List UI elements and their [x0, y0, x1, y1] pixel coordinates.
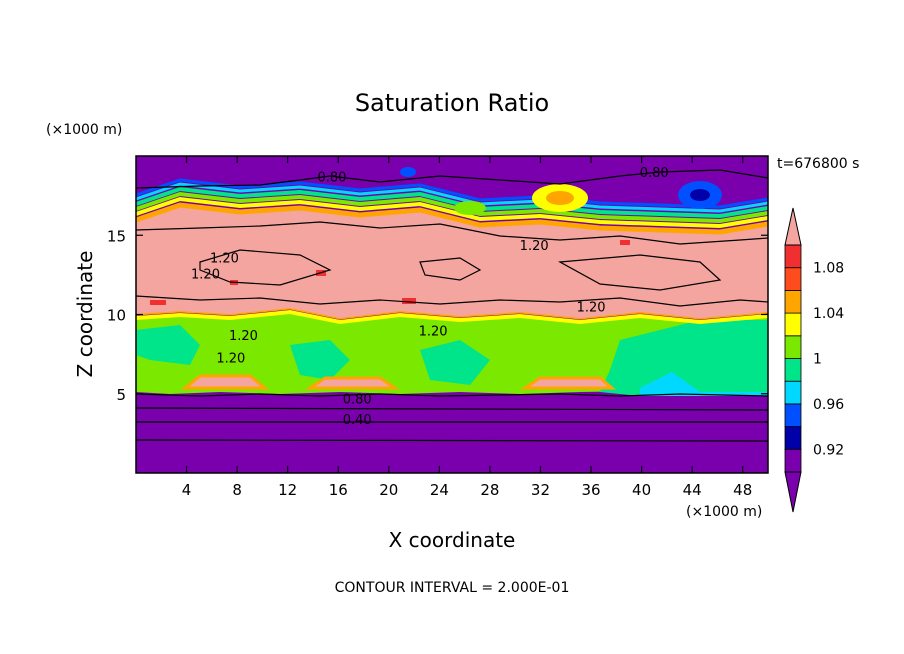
colorbar-band [784, 380, 802, 405]
field-yellow-rim [136, 309, 768, 325]
field-low-layer [136, 395, 768, 473]
chart-title: Saturation Ratio [355, 89, 549, 117]
contour-label: 1.20 [210, 251, 239, 266]
contour-label: 1.20 [520, 239, 549, 254]
contour-label: 1.20 [191, 267, 220, 282]
y-axis-ticks: 5 10 15 [107, 227, 768, 404]
colorbar-band [784, 312, 802, 337]
y-tick-label: 15 [107, 227, 126, 245]
plot-area [136, 156, 768, 473]
colorbar-band [784, 403, 802, 427]
colorbar-band [784, 448, 802, 473]
field-blob [400, 167, 416, 177]
field-blob [690, 189, 710, 201]
y-tick-label: 5 [116, 386, 126, 404]
colorbar-band [784, 244, 802, 269]
colorbar-label: 0.96 [813, 397, 844, 413]
colorbar-band [784, 426, 802, 450]
colorbar-label: 0.92 [813, 442, 844, 458]
x-axis-title: X coordinate [389, 528, 516, 552]
field-top-rim-orange [136, 202, 768, 235]
x-tick-label: 28 [480, 481, 499, 499]
field-red-cell [620, 240, 630, 245]
colorbar: 1.08 1.04 1 0.96 0.92 [784, 207, 844, 513]
field-red-cell [150, 300, 166, 305]
field-pocket [180, 374, 270, 390]
colorbar-band [784, 335, 802, 359]
field-pink-band [136, 205, 768, 318]
field-top-rim-cyan [136, 182, 768, 213]
contour-label: 0.80 [317, 171, 346, 186]
x-tick-label: 40 [632, 481, 651, 499]
field-teal-patch [136, 325, 200, 365]
contour-label: 0.40 [343, 413, 372, 428]
field-teal-patch [290, 340, 350, 380]
x-tick-label: 24 [430, 481, 449, 499]
field-teal-patch [600, 320, 768, 396]
field-top-rim-teal [136, 186, 768, 219]
x-tick-label: 32 [531, 481, 550, 499]
field-top-rim-green [136, 191, 768, 224]
time-label: t=676800 s [777, 156, 859, 172]
contour-interval-note: CONTOUR INTERVAL = 2.000E-01 [335, 580, 570, 596]
contour-labels: 0.80 0.801.201.201.201.201.201.201.200.80… [191, 166, 669, 428]
colorbar-label: 1 [813, 352, 822, 368]
colorbar-labels: 1.08 1.04 1 0.96 0.92 [813, 261, 844, 459]
field-teal-patch [420, 340, 490, 385]
x-tick-label: 8 [232, 481, 242, 499]
colorbar-bands [784, 244, 802, 473]
colorbar-band [784, 267, 802, 291]
contour-lines [136, 169, 768, 442]
x-tick-label: 12 [278, 481, 297, 499]
colorbar-label: 1.04 [813, 306, 844, 322]
contour-label: 1.20 [577, 301, 606, 316]
colorbar-band [784, 289, 802, 314]
contour-label: 0.80 [640, 166, 669, 181]
y-axis-unit: (×1000 m) [46, 122, 122, 138]
x-tick-label: 36 [581, 481, 600, 499]
field-top-rim-yellow [136, 196, 768, 229]
field-red-cell [402, 298, 416, 304]
field-blob [454, 201, 486, 215]
contour-label: 0.80 [343, 393, 372, 408]
colorbar-bottom-arrow [784, 471, 802, 513]
field-pocket [520, 376, 617, 390]
x-tick-label: 48 [733, 481, 752, 499]
x-tick-label: 4 [182, 481, 192, 499]
x-tick-label: 20 [379, 481, 398, 499]
x-axis-ticks: 4 8 12 16 20 24 28 32 36 40 44 48 [182, 156, 752, 499]
x-tick-label: 44 [683, 481, 702, 499]
contour-label: 1.20 [419, 324, 448, 339]
field-blue-edge [640, 372, 768, 396]
x-tick-label: 16 [329, 481, 348, 499]
contour-label: 1.20 [229, 329, 258, 344]
y-tick-label: 10 [107, 307, 126, 325]
field-pocket [305, 376, 400, 390]
contour-label: 1.20 [216, 351, 245, 366]
y-axis-title: Z coordinate [73, 251, 97, 378]
colorbar-band [784, 358, 802, 382]
field-blob [546, 191, 574, 205]
colorbar-label: 1.08 [813, 261, 844, 277]
x-axis-unit: (×1000 m) [686, 504, 762, 520]
colorbar-top-arrow [784, 207, 802, 246]
